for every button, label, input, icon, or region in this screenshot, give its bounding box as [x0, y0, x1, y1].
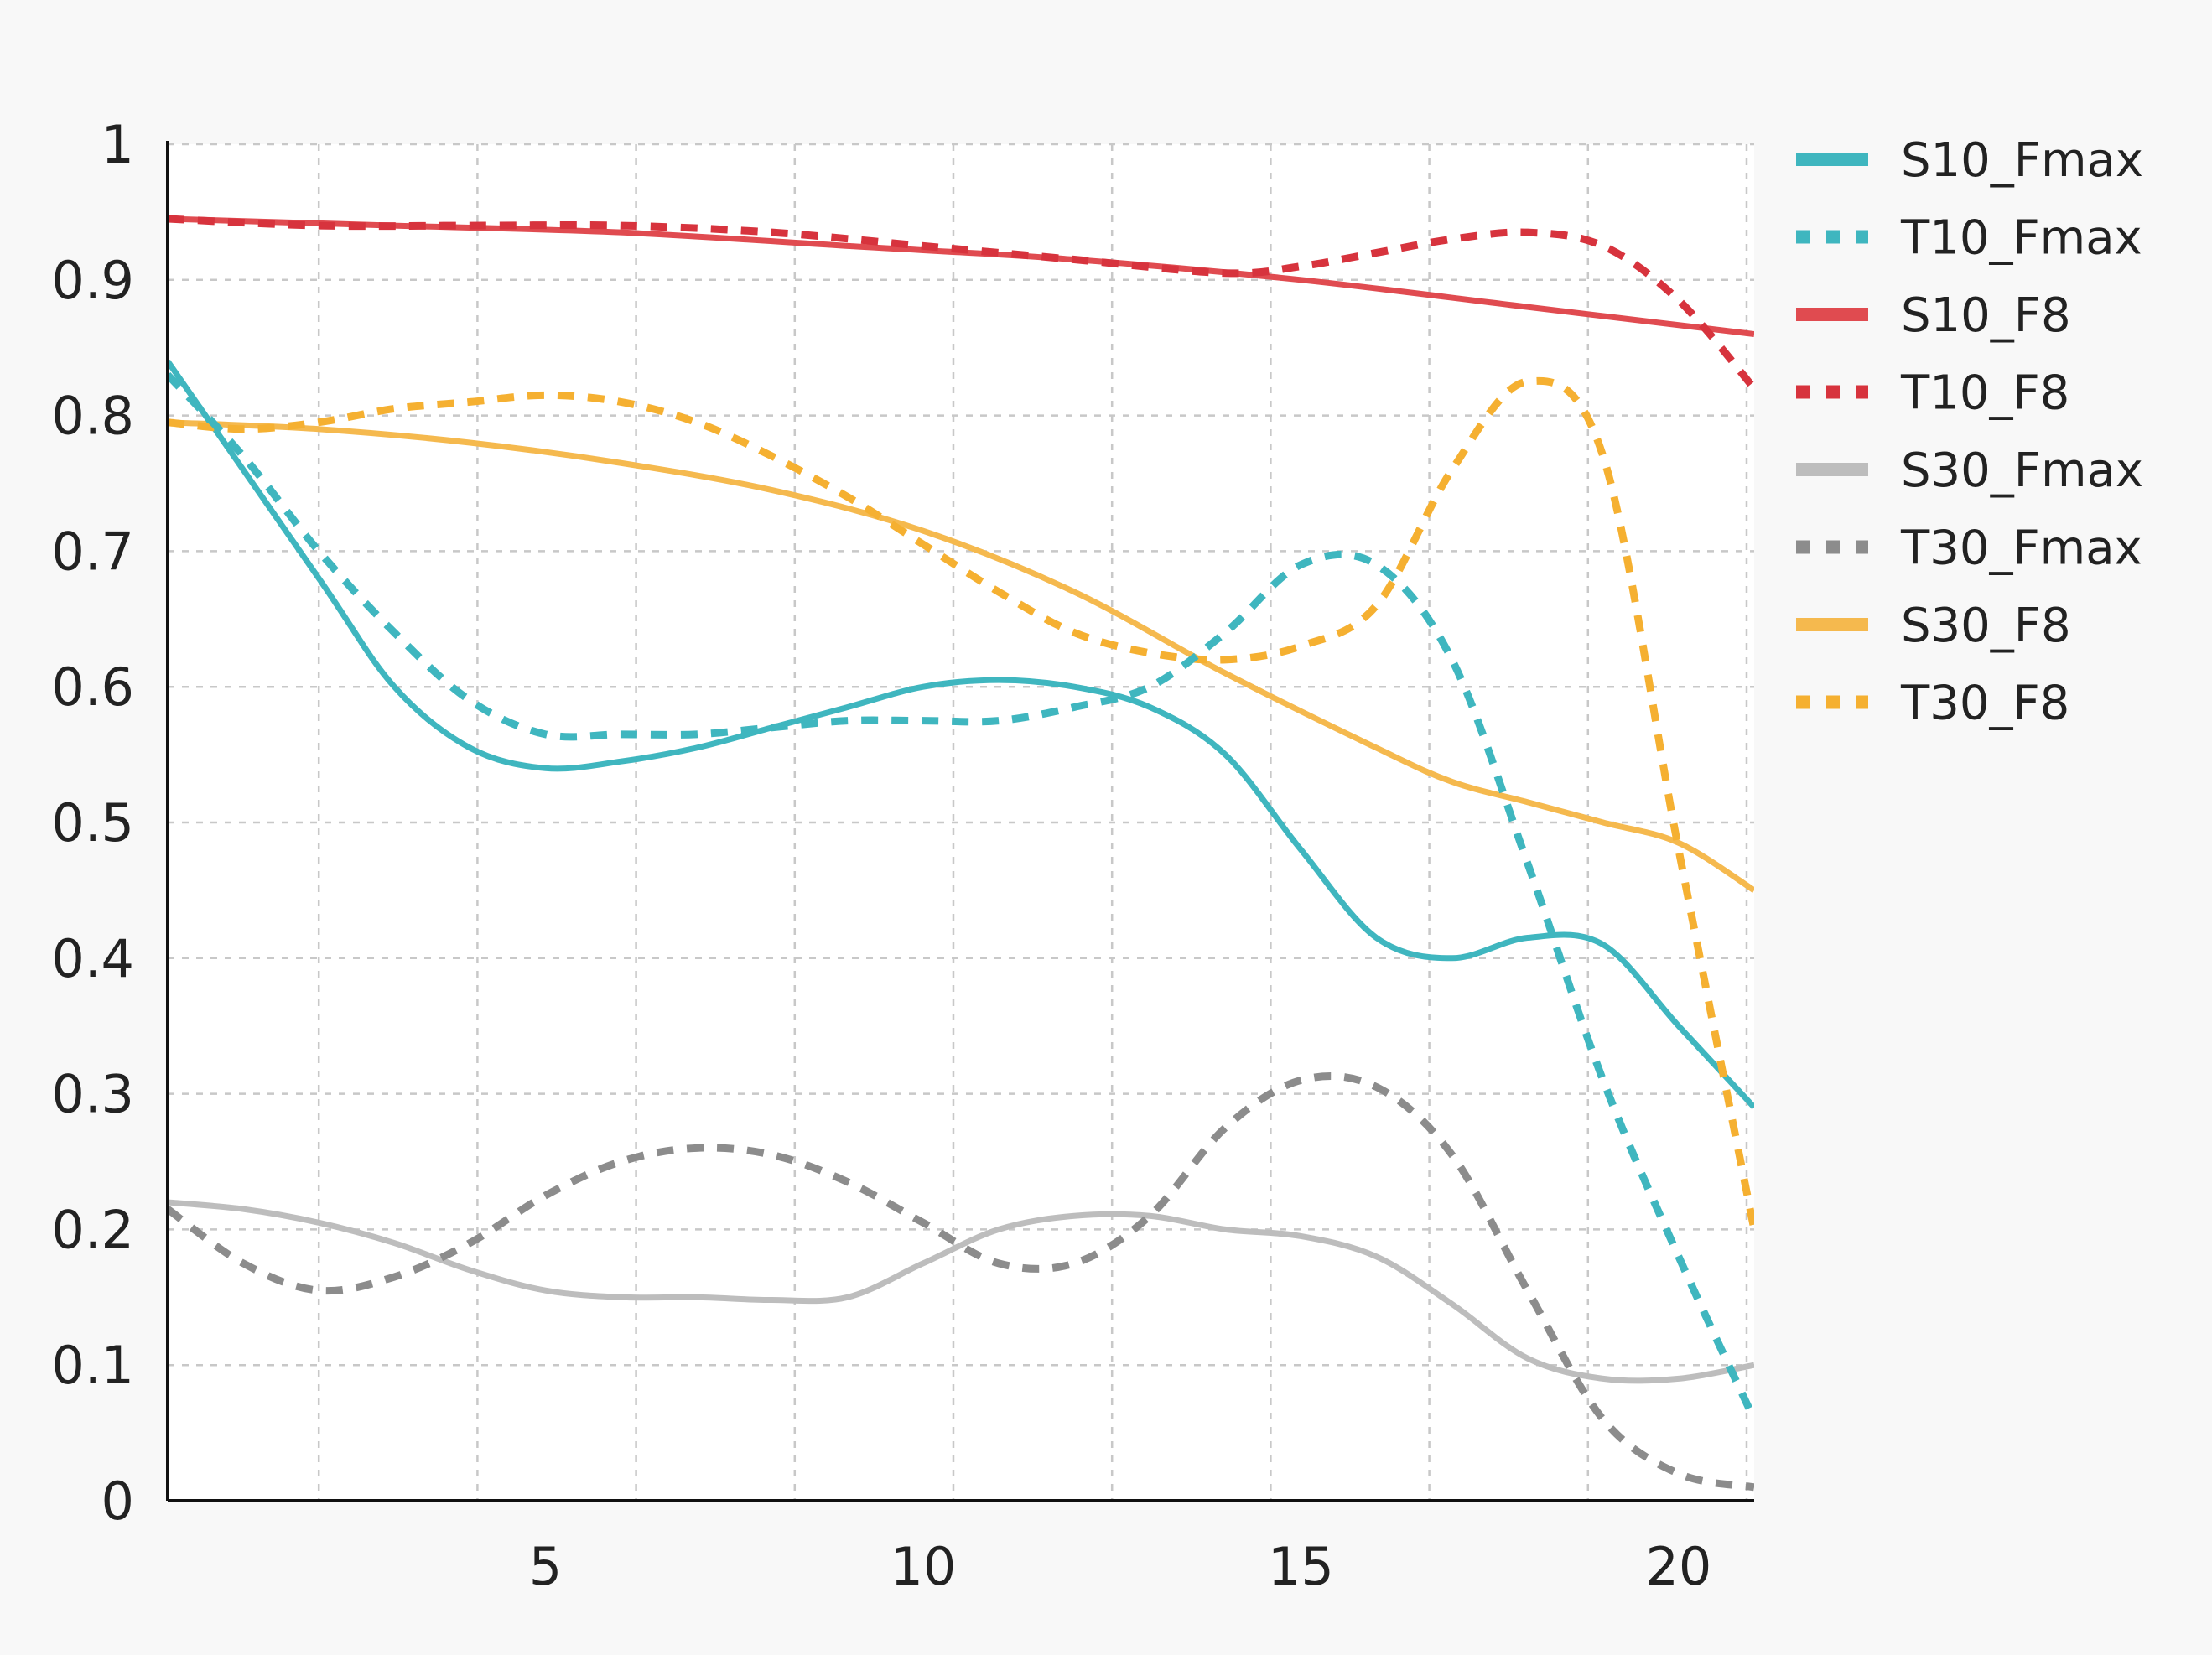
series-lines: [168, 215, 1754, 1492]
legend-label: T30_F8: [1900, 677, 2069, 731]
series-line-s30-fmax: [168, 1199, 1754, 1384]
x-tick-label: 5: [529, 1536, 562, 1597]
x-tick-label: 10: [890, 1536, 956, 1597]
y-tick-label: 0.4: [51, 928, 134, 989]
y-tick-labels: 0 0.1 0.2 0.3 0.4 0.5 0.6 0.7 0.8 0.9 1: [51, 114, 134, 1532]
y-tick-label: 0.3: [51, 1064, 134, 1125]
legend-label: S30_F8: [1901, 599, 2071, 653]
y-tick-label: 0.7: [51, 521, 134, 582]
legend: S10_Fmax T10_Fmax S10_F8 T10_F8 S30_Fmax T30_…: [1796, 133, 2143, 731]
y-tick-label: 1: [101, 114, 134, 175]
series-line-t10-f8: [168, 215, 1754, 392]
x-tick-label: 15: [1268, 1536, 1334, 1597]
legend-label: S10_Fmax: [1901, 133, 2143, 188]
series-line-s10-fmax: [168, 359, 1754, 1110]
y-tick-label: 0.1: [51, 1335, 134, 1396]
gridlines: [168, 143, 1754, 1501]
legend-label: T10_F8: [1900, 366, 2069, 421]
legend-label: S10_F8: [1901, 288, 2071, 343]
y-tick-label: 0: [101, 1471, 134, 1532]
y-tick-label: 0.8: [51, 386, 134, 447]
y-tick-label: 0.2: [51, 1199, 134, 1260]
axes: [166, 141, 1754, 1502]
x-tick-labels: 5 10 15 20: [529, 1536, 1712, 1597]
series-line-t30-f8: [168, 376, 1754, 1231]
y-tick-label: 0.5: [51, 792, 134, 853]
series-line-t30-fmax: [168, 1072, 1754, 1492]
y-tick-label: 0.9: [51, 250, 134, 311]
series-line-s30-f8: [168, 419, 1754, 893]
plot-background: [168, 144, 1754, 1501]
legend-label: T30_Fmax: [1900, 521, 2142, 576]
legend-label: T10_Fmax: [1900, 211, 2142, 266]
legend-label: S30_Fmax: [1901, 444, 2143, 498]
x-tick-label: 20: [1645, 1536, 1711, 1597]
y-tick-label: 0.6: [51, 656, 134, 718]
